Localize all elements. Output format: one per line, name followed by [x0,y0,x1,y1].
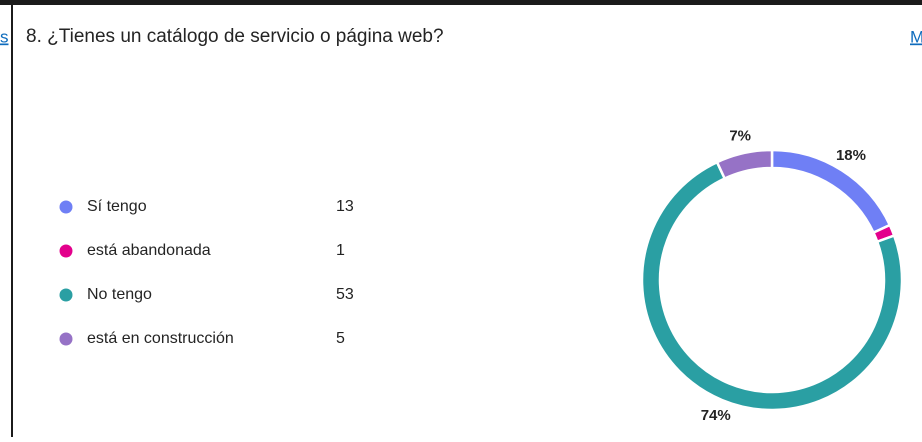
legend-swatch [59,332,73,346]
percent-label: 7% [729,127,751,144]
legend-label: está abandonada [87,242,211,259]
left-border [11,0,13,437]
top-border [0,0,922,5]
legend-swatch [59,288,73,302]
percent-label: 18% [836,147,866,164]
legend-swatch [59,200,73,214]
legend-count: 1 [336,242,345,259]
link-fragment[interactable]: s [0,27,9,46]
donut-slice [640,160,904,412]
legend-label: está en construcción [87,330,234,347]
legend-count: 13 [336,198,354,215]
donut-slice [715,148,774,181]
link-fragment[interactable]: M [910,27,922,46]
legend-label: Sí tengo [87,198,147,215]
legend-swatch [59,244,73,258]
legend-count: 53 [336,286,354,303]
legend-label: No tengo [87,286,152,303]
question-title: 8. ¿Tienes un catálogo de servicio o pág… [26,26,444,47]
legend-count: 5 [336,330,345,347]
percent-label: 74% [701,407,731,424]
